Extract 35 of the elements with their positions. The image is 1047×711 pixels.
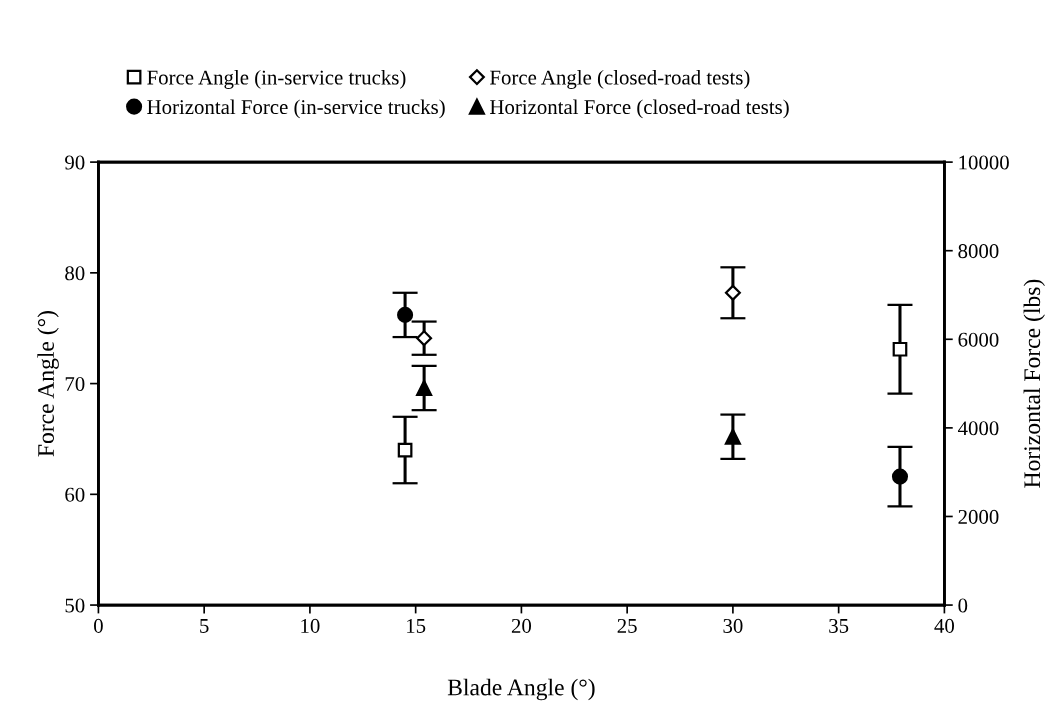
y-tick-label: 80 <box>65 266 85 281</box>
point <box>416 379 433 397</box>
y2-tick-label: 6000 <box>958 332 999 347</box>
point <box>892 341 908 357</box>
y-tick-label: 70 <box>65 376 85 392</box>
x-tick-label: 30 <box>723 618 743 633</box>
x-tick-label: 5 <box>200 619 209 633</box>
point <box>416 330 433 347</box>
x-tick-label: 35 <box>829 618 849 633</box>
point <box>891 468 909 485</box>
y-tick-label: 60 <box>65 487 85 502</box>
y-axis-title: Force Angle (°) <box>37 311 59 457</box>
y2-tick-label: 8000 <box>958 244 999 259</box>
legend-label: Force Angle (in-service trucks) <box>147 69 406 89</box>
x-tick-label: 10 <box>301 618 320 633</box>
y2-tick-label: 0 <box>958 598 968 613</box>
x-axis-title: Blade Angle (°) <box>447 678 595 701</box>
y2-tick-label: 10000 <box>959 155 1009 170</box>
y2-axis-title: Horizontal Force (lbs) <box>1023 279 1045 488</box>
legend-label: Force Angle (closed-road tests) <box>490 69 750 89</box>
y-tick-label: 50 <box>65 598 85 613</box>
y2-tick-label: 2000 <box>958 509 999 524</box>
y2-tick-label: 4000 <box>958 421 999 436</box>
x-tick-label: 0 <box>94 618 103 633</box>
point <box>397 306 414 323</box>
legend-label: Horizontal Force (in-service trucks) <box>147 99 445 119</box>
legend-label: Horizontal Force (closed-road tests) <box>490 99 789 119</box>
x-tick-label: 40 <box>934 618 955 633</box>
y-tick-label: 90 <box>65 155 85 170</box>
x-tick-label: 20 <box>511 618 532 633</box>
point <box>724 428 741 445</box>
x-tick-label: 25 <box>617 618 637 633</box>
point <box>724 284 741 301</box>
point <box>397 442 413 458</box>
x-tick-label: 15 <box>407 618 426 633</box>
